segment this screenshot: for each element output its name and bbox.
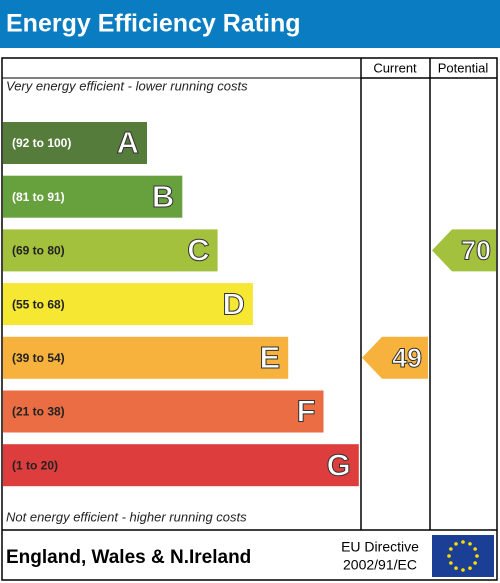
band-range: (92 to 100) bbox=[12, 136, 71, 150]
band-range: (1 to 20) bbox=[12, 458, 58, 472]
rating-arrow bbox=[362, 336, 428, 379]
band-bar bbox=[3, 283, 253, 326]
band-bar bbox=[3, 444, 359, 487]
title-bar bbox=[0, 0, 500, 48]
star bbox=[461, 568, 465, 572]
star bbox=[449, 547, 453, 551]
band-letter: D bbox=[223, 286, 245, 321]
region: England, Wales & N.Ireland bbox=[6, 547, 251, 568]
band-range: (21 to 38) bbox=[12, 405, 65, 419]
rating-value: 70 bbox=[461, 236, 491, 266]
star bbox=[454, 566, 458, 570]
band-letter: F bbox=[297, 394, 316, 429]
rating-value: 49 bbox=[392, 343, 422, 373]
band-bar bbox=[3, 336, 289, 379]
band-range: (39 to 54) bbox=[12, 351, 65, 365]
frame bbox=[1, 57, 498, 581]
star bbox=[468, 566, 472, 570]
band-range: (69 to 80) bbox=[12, 244, 65, 258]
top-note: Very energy efficient - lower running co… bbox=[6, 78, 248, 93]
star bbox=[475, 554, 479, 558]
band-bar bbox=[3, 122, 147, 164]
band-letter: E bbox=[260, 340, 281, 375]
band-range: (81 to 91) bbox=[12, 190, 65, 204]
band-letter: G bbox=[327, 447, 351, 482]
title: Energy Efficiency Rating bbox=[6, 10, 301, 38]
star bbox=[454, 542, 458, 546]
band-range: (55 to 68) bbox=[12, 297, 65, 311]
directive: 2002/91/EC bbox=[343, 557, 417, 573]
band-letter: C bbox=[187, 233, 209, 268]
star bbox=[473, 547, 477, 551]
column-header: Potential bbox=[438, 60, 489, 75]
star bbox=[461, 540, 465, 544]
band-bar bbox=[3, 229, 218, 272]
column-header: Current bbox=[373, 60, 417, 75]
directive: EU Directive bbox=[341, 539, 419, 555]
rating-arrow bbox=[432, 229, 496, 272]
star bbox=[468, 542, 472, 546]
star bbox=[473, 561, 477, 565]
band-letter: A bbox=[117, 125, 139, 160]
band-letter: B bbox=[152, 179, 174, 214]
star bbox=[447, 554, 451, 558]
band-bar bbox=[3, 175, 183, 218]
star bbox=[449, 561, 453, 565]
band-bar bbox=[3, 390, 324, 433]
bottom-note: Not energy efficient - higher running co… bbox=[6, 509, 247, 524]
